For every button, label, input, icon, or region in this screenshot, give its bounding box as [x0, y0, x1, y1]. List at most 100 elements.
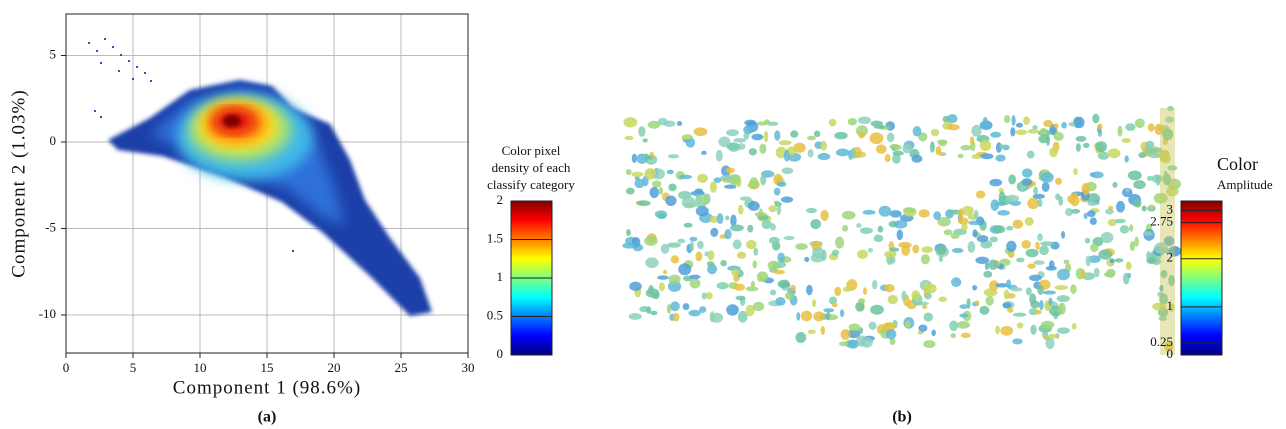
leaf [872, 279, 878, 290]
leaf [645, 257, 659, 269]
leaf [912, 126, 922, 137]
leaf [800, 310, 813, 322]
leaf [1004, 115, 1011, 124]
leaf [1037, 284, 1044, 296]
leaf [995, 142, 1002, 153]
leaf [873, 234, 884, 243]
leaf [705, 292, 713, 300]
leaf [726, 304, 739, 316]
leaf [1119, 225, 1130, 234]
leaf [976, 235, 989, 243]
y-tick-label: 0 [50, 133, 57, 148]
leaf [997, 210, 1010, 216]
leaf [840, 329, 851, 340]
leaf [857, 116, 872, 125]
y-tick-label: -5 [45, 219, 56, 234]
leaf [760, 173, 767, 186]
leaf [902, 143, 912, 154]
leaf [835, 236, 845, 249]
leaf [776, 181, 787, 187]
leaf [1053, 131, 1064, 141]
leaf [737, 310, 748, 323]
leaf [773, 269, 785, 275]
leaf [911, 290, 921, 301]
leaf [1048, 260, 1055, 269]
leaf [835, 148, 850, 157]
leaf [709, 181, 718, 193]
leaf [860, 337, 874, 348]
x-tick-label: 15 [261, 360, 274, 375]
leaf [1107, 148, 1121, 159]
leaf [1154, 242, 1168, 254]
leaf [990, 131, 1002, 138]
leaf [990, 199, 1000, 211]
leaf [842, 225, 849, 232]
leaf [950, 277, 962, 287]
leaf [1133, 180, 1146, 190]
leaf [768, 205, 777, 213]
leaf [697, 240, 704, 250]
leaf [995, 154, 1006, 162]
leaf [862, 209, 876, 215]
leaf [747, 224, 754, 233]
leaf [1028, 274, 1042, 282]
leaf [699, 306, 707, 314]
leaf [1107, 218, 1117, 227]
x-tick-label: 10 [194, 360, 207, 375]
leaf [957, 217, 969, 225]
leaf [859, 227, 873, 234]
leaf [811, 299, 817, 308]
leaf [904, 320, 911, 328]
leaf [889, 143, 899, 150]
leaf [795, 331, 807, 343]
leaf [924, 292, 933, 300]
leaf [693, 127, 708, 137]
leaf [667, 154, 680, 159]
leaf [780, 196, 794, 203]
leaf [918, 209, 930, 218]
leaf [839, 309, 845, 318]
leaf [707, 250, 715, 261]
leaf [1089, 217, 1097, 226]
leaf [877, 225, 884, 233]
leaf [1070, 284, 1077, 295]
leaf [1027, 128, 1040, 134]
leaf [985, 295, 994, 306]
leaf [623, 117, 638, 128]
leaf [1168, 274, 1175, 287]
leaf [778, 140, 792, 146]
leaf [1124, 155, 1129, 163]
leaf [1023, 116, 1030, 125]
colorbar-tick-label: 2 [497, 192, 504, 207]
leaf [1105, 208, 1114, 215]
leaf [950, 233, 960, 240]
leaf [637, 200, 651, 207]
leaf [889, 210, 902, 218]
leaf [961, 205, 974, 216]
leaf [751, 133, 764, 141]
leaf [947, 114, 958, 124]
leaf [1089, 172, 1096, 177]
colorbar-label: Amplitude [1217, 177, 1273, 192]
leaf [1012, 219, 1024, 229]
leaf [753, 247, 759, 256]
density-cloud [88, 38, 432, 316]
colorbar-tick-label: 1.5 [487, 230, 503, 245]
colorbar [1180, 200, 1223, 356]
leaf [956, 320, 971, 329]
leaf [804, 256, 810, 263]
leaf [622, 242, 637, 249]
leaf [831, 302, 838, 308]
leaf [733, 138, 747, 143]
leaf [975, 256, 990, 265]
leaf [657, 213, 667, 220]
leaf [1155, 147, 1163, 153]
leaf [839, 341, 849, 347]
leaf [660, 243, 670, 254]
leaf [750, 280, 756, 289]
leaf [856, 223, 862, 228]
leaf [747, 201, 760, 211]
leaf [1039, 245, 1049, 256]
leaf [745, 304, 755, 317]
leaf [886, 132, 895, 143]
